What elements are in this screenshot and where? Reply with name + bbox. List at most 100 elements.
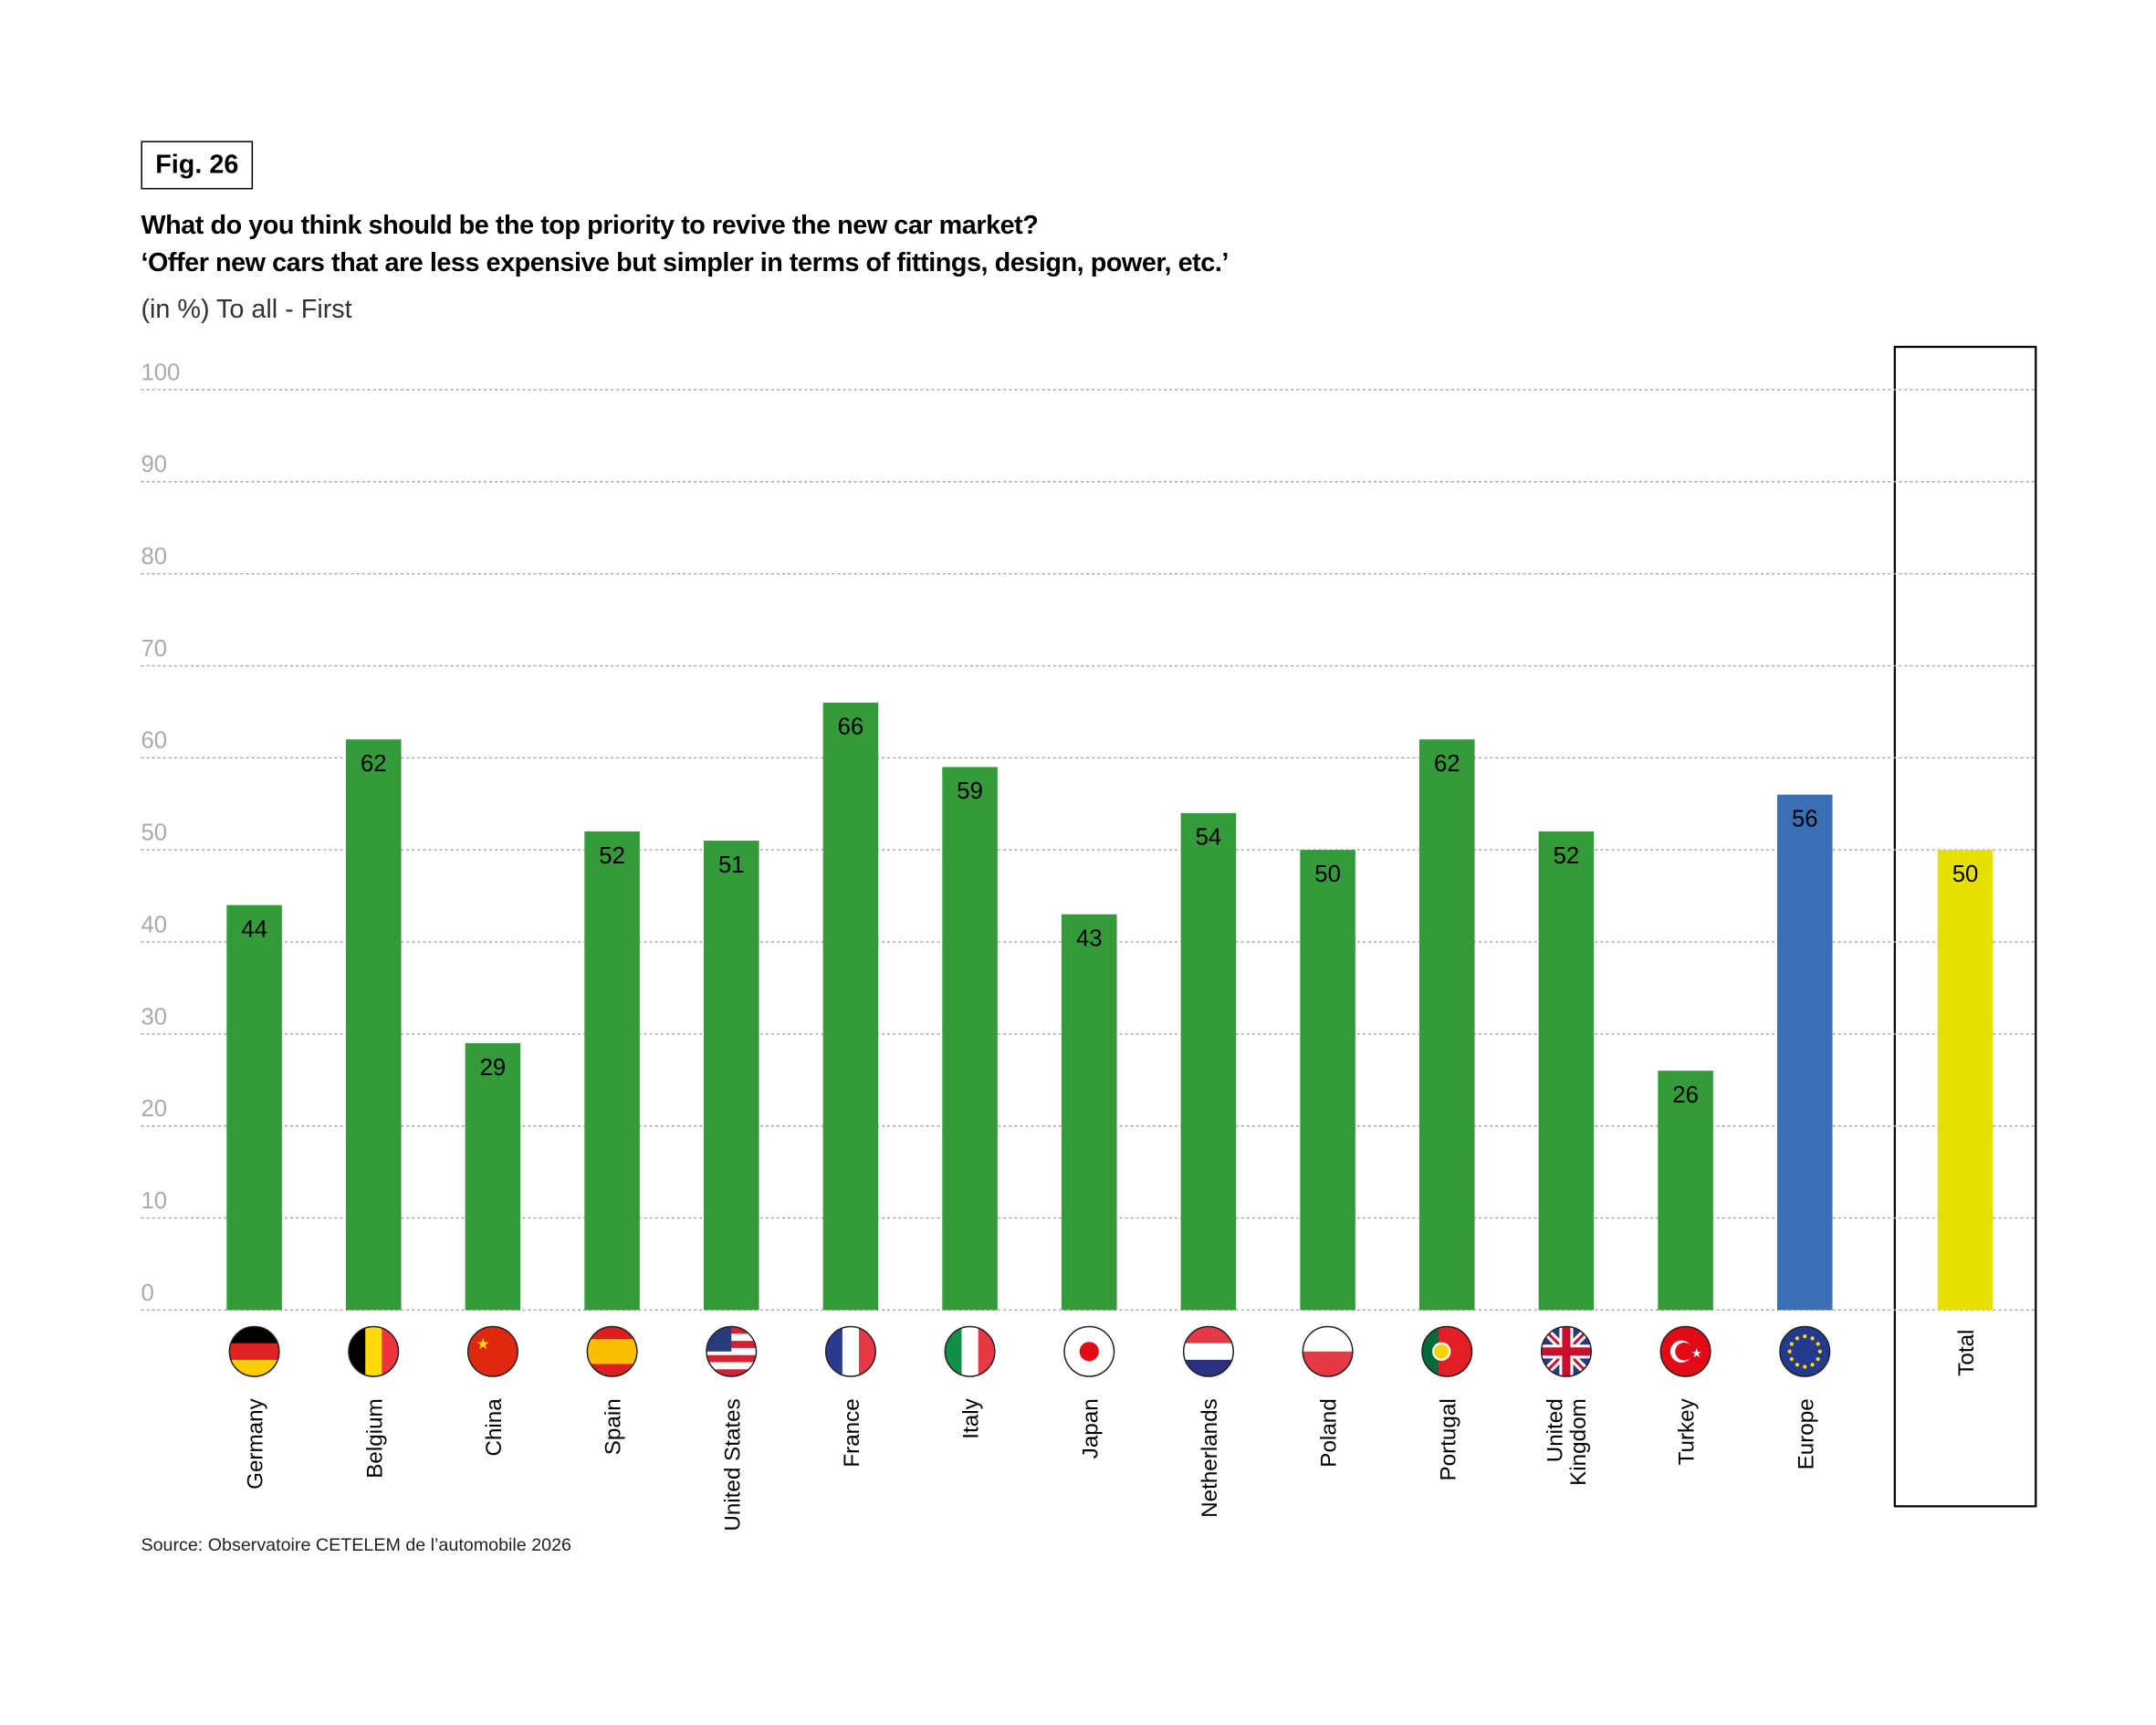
data-label: 59 xyxy=(957,779,983,804)
flag-fill: ★ xyxy=(1660,1326,1711,1377)
flag-outline xyxy=(466,1325,518,1377)
category-label: Italy xyxy=(959,1397,984,1438)
source-note: Source: Observatoire CETELEM de l’automo… xyxy=(141,1533,571,1555)
flag-stripe xyxy=(1422,1326,1439,1377)
data-label: 62 xyxy=(1434,751,1460,777)
flag-fill xyxy=(1780,1326,1830,1377)
flag-outline xyxy=(228,1325,280,1377)
bar-united-kingdom xyxy=(1538,831,1595,1311)
flag-stripe xyxy=(1303,1326,1353,1353)
y-tick-label: 30 xyxy=(141,1004,167,1030)
flag-star xyxy=(1816,1342,1820,1346)
category-label: Turkey xyxy=(1675,1397,1700,1465)
flag-stripe xyxy=(1183,1359,1234,1377)
flag-japan-icon xyxy=(1063,1325,1115,1377)
flag-stripe xyxy=(842,1326,860,1377)
y-tick-label: 100 xyxy=(141,360,180,385)
flag-star: ★ xyxy=(476,1335,490,1353)
data-label: 44 xyxy=(241,916,267,942)
category-label: China xyxy=(482,1398,507,1457)
category-label: Portugal xyxy=(1436,1398,1460,1480)
flag-stripe xyxy=(706,1347,757,1356)
flag-stripe xyxy=(229,1343,279,1361)
category-label: Belgium xyxy=(362,1398,387,1479)
flag-fill xyxy=(349,1326,399,1377)
flag-stripe xyxy=(945,1326,963,1377)
data-label: 62 xyxy=(361,751,387,777)
data-label: 50 xyxy=(1952,862,1979,887)
bar-spain xyxy=(584,831,640,1311)
data-label: 52 xyxy=(1554,843,1580,869)
flag-fill xyxy=(706,1326,757,1377)
flag-outline xyxy=(1659,1325,1711,1377)
flag-sun xyxy=(1079,1342,1099,1362)
bar-belgium xyxy=(345,739,402,1311)
y-tick-label: 70 xyxy=(141,636,167,662)
y-tick-label: 50 xyxy=(141,821,167,846)
flag-fill xyxy=(1064,1326,1115,1377)
category-label: UnitedKingdom xyxy=(1543,1398,1591,1486)
chart-title-question: What do you think should be the top prio… xyxy=(141,211,1039,241)
flag-star xyxy=(1810,1336,1815,1341)
flag-outline xyxy=(824,1325,876,1377)
flag-stripe xyxy=(706,1354,757,1364)
y-tick-label: 90 xyxy=(141,452,167,477)
flag-stripe xyxy=(587,1364,637,1377)
flag-turkey-icon: ★ xyxy=(1659,1325,1711,1377)
y-tick-label: 40 xyxy=(141,912,167,937)
flag-crescent-cut xyxy=(1675,1342,1693,1361)
flag-outline xyxy=(1421,1325,1473,1377)
flag-poland-icon xyxy=(1302,1325,1354,1377)
flag-outline xyxy=(1302,1325,1354,1377)
category-label-line: Kingdom xyxy=(1566,1398,1591,1486)
flag-fill xyxy=(1541,1326,1592,1377)
data-label: 52 xyxy=(599,843,625,869)
category-label: Spain xyxy=(602,1398,626,1455)
flag-star xyxy=(1795,1336,1800,1341)
data-label: 26 xyxy=(1672,1082,1699,1108)
flag-outline xyxy=(1063,1325,1115,1377)
category-label: France xyxy=(840,1398,864,1467)
bar-europe xyxy=(1776,794,1833,1311)
category-label-line: United xyxy=(1543,1398,1567,1462)
flag-stripe xyxy=(365,1326,383,1377)
category-label: Netherlands xyxy=(1198,1398,1222,1518)
flag-fill xyxy=(1183,1326,1234,1377)
flag-stripe xyxy=(825,1326,843,1377)
flag-stripe xyxy=(587,1339,637,1353)
data-label: 29 xyxy=(480,1055,507,1081)
flag-fill xyxy=(945,1326,995,1377)
flag-star xyxy=(1803,1334,1807,1339)
flag-outline xyxy=(348,1325,400,1377)
flag-stripe xyxy=(467,1326,518,1377)
flag-fill xyxy=(1422,1326,1472,1377)
category-label: Europe xyxy=(1794,1398,1818,1469)
bar-france xyxy=(822,702,879,1311)
data-label: 66 xyxy=(838,715,864,740)
flag-outline xyxy=(944,1325,996,1377)
y-tick-label: 0 xyxy=(141,1281,153,1306)
category-label: Germany xyxy=(244,1397,268,1489)
category-label: Poland xyxy=(1317,1398,1342,1467)
flag-stripe xyxy=(587,1351,637,1365)
bar-netherlands xyxy=(1180,812,1237,1311)
flag-france-icon xyxy=(824,1325,876,1377)
flag-stripe xyxy=(229,1326,279,1344)
flag-fill xyxy=(825,1326,876,1377)
flag-stripe xyxy=(1455,1326,1472,1377)
flag-outline xyxy=(1182,1325,1234,1377)
flag-star xyxy=(1817,1349,1823,1354)
flag-fill xyxy=(229,1326,279,1377)
flag-stripe xyxy=(859,1326,876,1377)
flag-emblem xyxy=(1431,1342,1451,1362)
bar-germany xyxy=(226,904,282,1311)
category-label: United States xyxy=(720,1398,745,1531)
category-label: Total xyxy=(1954,1330,1979,1376)
y-tick-label: 10 xyxy=(141,1188,167,1214)
flag-united-kingdom-icon xyxy=(1540,1325,1592,1377)
data-label: 50 xyxy=(1314,862,1341,887)
flag-stripe xyxy=(1183,1326,1234,1344)
flag-star xyxy=(1789,1342,1794,1346)
data-label: 56 xyxy=(1792,806,1818,831)
flag-italy-icon xyxy=(944,1325,996,1377)
